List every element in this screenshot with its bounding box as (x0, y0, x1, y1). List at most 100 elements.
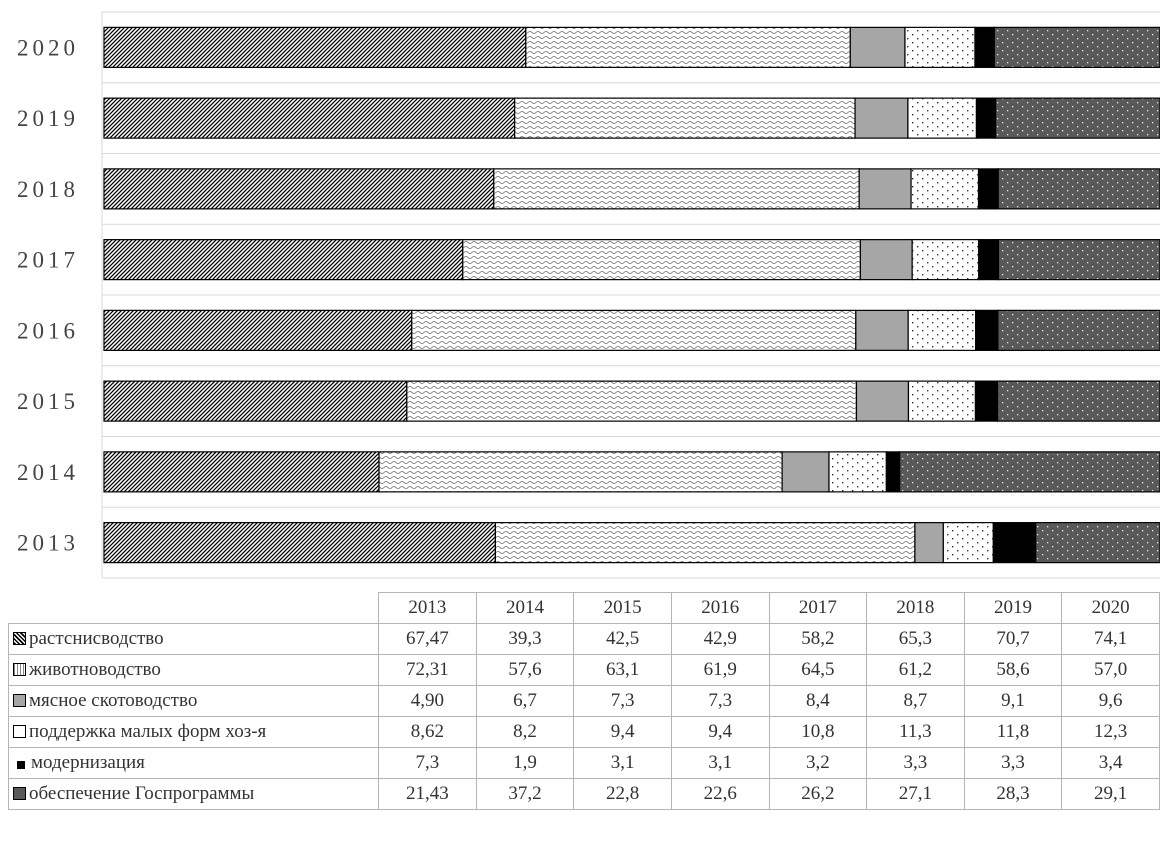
table-cell: 3,1 (573, 747, 672, 779)
bar-segment (103, 522, 497, 564)
series-label: растснисводство (7, 623, 380, 655)
table-cell: 58,2 (768, 623, 868, 655)
table-header-row: 2013 2014 2015 2016 2017 2018 2019 2020 (8, 592, 1160, 624)
bar-segment (975, 309, 999, 351)
category-label: 2017 (17, 248, 79, 273)
table-cell: 70,7 (963, 623, 1063, 655)
category-label: 2019 (17, 106, 79, 131)
series-name: модернизация (31, 752, 145, 773)
table-cell: 9,1 (963, 685, 1063, 717)
table-cell: 22,6 (670, 778, 770, 810)
table-row: модернизация 7,3 1,9 3,1 3,1 3,2 3,3 3,3 3,4 (7, 747, 1160, 779)
bar-segment (974, 380, 999, 422)
table-cell: 63,1 (573, 654, 672, 686)
table-row: мясное скотоводство 4,90 6,7 7,3 7,3 8,4 8,7 9,… (7, 685, 1160, 717)
bar-segment (103, 380, 408, 422)
table-cell: 8,7 (866, 685, 965, 717)
bar-segment (493, 168, 860, 210)
table-cell: 42,9 (670, 623, 770, 655)
table-cell: 61,2 (866, 654, 965, 686)
series-label: мясное скотоводство (7, 685, 380, 717)
table-cell: 8,62 (378, 716, 477, 748)
table-cell: 57,6 (475, 654, 575, 686)
data-table: 2013 2014 2015 2016 2017 2018 2019 2020 растсни… (7, 592, 1160, 810)
table-cell: 10,8 (768, 716, 868, 748)
table-cell: 61,9 (670, 654, 770, 686)
legend-key (13, 787, 26, 800)
bar-segment (975, 97, 997, 139)
bar-segment (103, 451, 380, 493)
bar-segment (899, 451, 1160, 493)
category-label: 2016 (17, 318, 79, 343)
table-cell: 26,2 (768, 778, 868, 810)
bar-segment (411, 309, 857, 351)
bar-segment (997, 168, 1160, 210)
table-cell: 9,6 (1061, 685, 1160, 717)
bar-segment (974, 26, 995, 68)
table-cell: 65,3 (866, 623, 965, 655)
bar-segment (1035, 522, 1160, 564)
table-cell: 3,3 (963, 747, 1063, 779)
category-label: 2013 (17, 531, 79, 556)
bar-segment (996, 380, 1160, 422)
bar-segment (781, 451, 830, 493)
bar-segment (462, 239, 861, 281)
table-cell: 11,3 (866, 716, 965, 748)
series-name: мясное скотоводство (29, 690, 198, 711)
bar-segment (103, 168, 495, 210)
table-cell: 67,47 (378, 623, 477, 655)
table-year-header: 2013 (378, 592, 477, 624)
bar-segment (997, 239, 1160, 281)
table-cell: 6,7 (475, 685, 575, 717)
bar-segment (103, 26, 527, 68)
series-label: животноводство (7, 654, 380, 686)
bar-segment (494, 522, 916, 564)
bar-segment (406, 380, 858, 422)
table-cell: 29,1 (1061, 778, 1160, 810)
table-year-header: 2017 (768, 592, 868, 624)
table-row: поддержка малых форм хоз-я 8,62 8,2 9,4 9,4 1… (7, 716, 1160, 748)
table-body: растснисводство 67,47 39,3 42,5 42,9 58,2 65,3… (7, 623, 1160, 810)
table-cell: 57,0 (1061, 654, 1160, 686)
table-cell: 27,1 (866, 778, 965, 810)
bar-segment (103, 239, 464, 281)
bar-segment (378, 451, 783, 493)
table-cell: 3,4 (1061, 747, 1160, 779)
table-cell: 7,3 (378, 747, 477, 779)
bar-segment (907, 309, 977, 351)
bar-segment (855, 309, 909, 351)
bar-segment (914, 522, 944, 564)
bar-segment (977, 168, 999, 210)
table-row: животноводство 72,31 57,6 63,1 61,9 64,5 61,2 5… (7, 654, 1160, 686)
table-cell: 8,4 (768, 685, 868, 717)
table-cell: 9,4 (670, 716, 770, 748)
series-label: обеспечение Госпрограммы (7, 778, 380, 810)
table-cell: 3,1 (670, 747, 770, 779)
table-cell: 4,90 (378, 685, 477, 717)
table-year-header: 2018 (866, 592, 965, 624)
bar-segment (907, 380, 977, 422)
table-year-header: 2016 (670, 592, 770, 624)
table-row: обеспечение Госпрограммы 21,43 37,2 22,8 22,… (7, 778, 1160, 810)
series-name: растснисводство (29, 628, 164, 649)
table-cell: 74,1 (1061, 623, 1160, 655)
series-name: поддержка малых форм хоз-я (29, 721, 267, 742)
series-name: обеспечение Госпрограммы (29, 783, 255, 804)
category-label: 2020 (17, 35, 79, 60)
bar-segment (993, 26, 1160, 68)
table-cell: 3,3 (866, 747, 965, 779)
legend-key (17, 761, 25, 769)
category-label: 2015 (17, 389, 79, 414)
gridlines (101, 11, 1160, 579)
category-labels: 2020 2019 2018 2017 2016 2015 2014 2013 (17, 35, 79, 556)
table-corner (8, 592, 380, 624)
legend-key (13, 632, 26, 645)
table-cell: 22,8 (573, 778, 672, 810)
bar-segment (855, 380, 910, 422)
table-year-header: 2019 (963, 592, 1063, 624)
table-year-header: 2020 (1061, 592, 1160, 624)
bar-segment (942, 522, 994, 564)
table-cell: 42,5 (573, 623, 672, 655)
bar-segment (885, 451, 901, 493)
table-cell: 3,2 (768, 747, 868, 779)
